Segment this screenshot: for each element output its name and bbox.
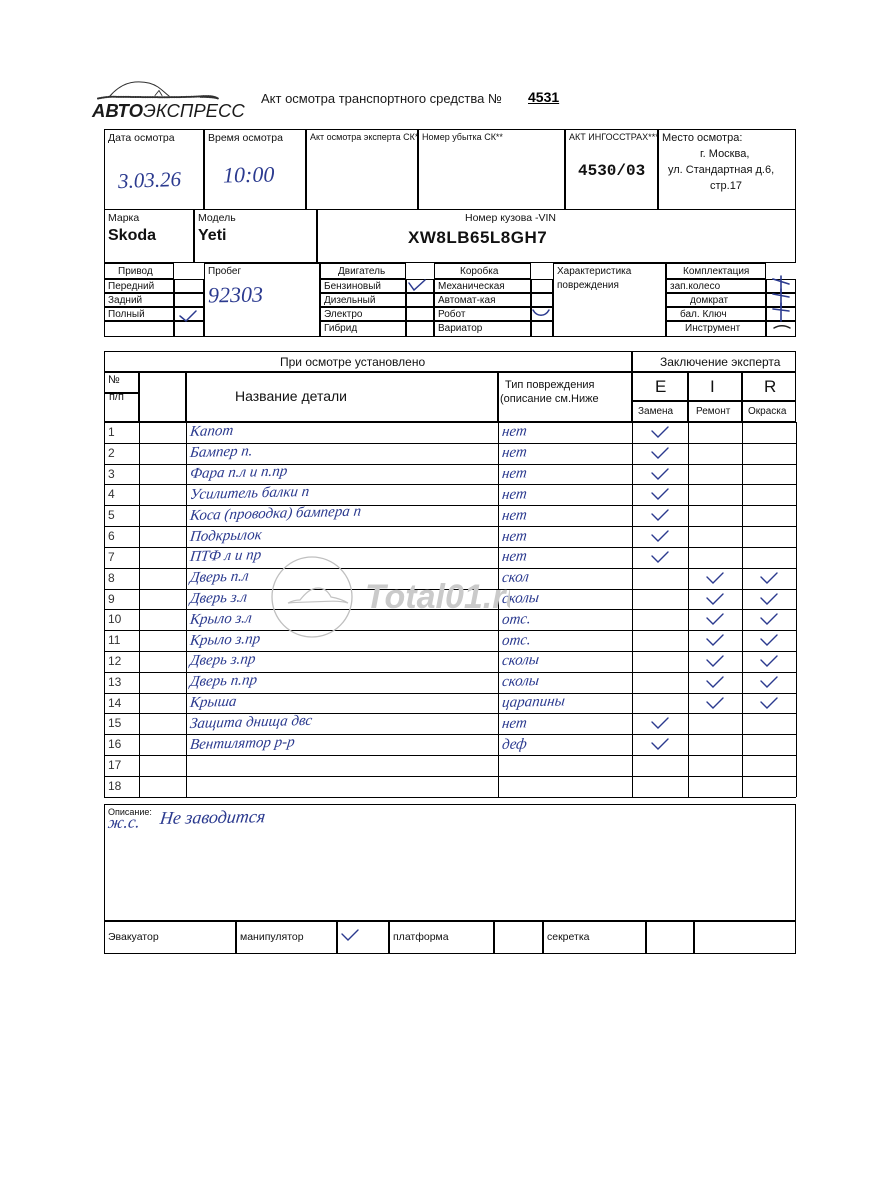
svg-text:Total01.ru: Total01.ru [365, 578, 510, 616]
